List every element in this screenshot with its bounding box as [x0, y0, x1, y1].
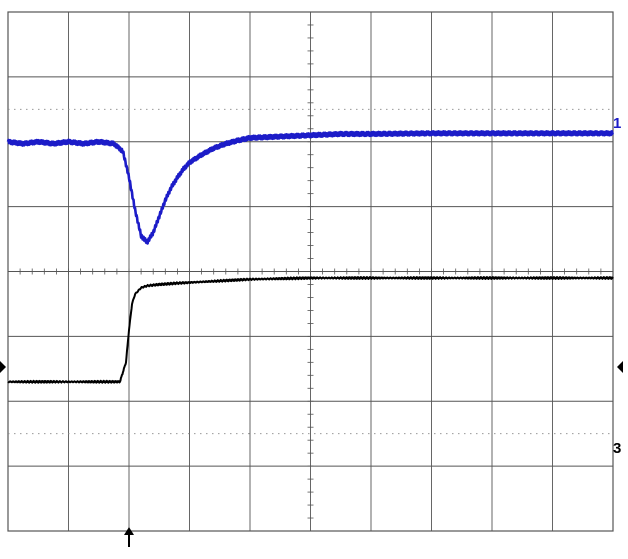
channel-3-label: 3 — [613, 440, 621, 457]
channel-1-label: 1 — [613, 115, 621, 132]
right-ground-marker-icon — [617, 361, 623, 373]
traces — [6, 130, 614, 384]
series-1-trace — [6, 130, 614, 245]
grid — [7, 11, 614, 532]
series-3-trace — [7, 276, 614, 384]
left-ground-marker-icon — [0, 361, 6, 373]
trigger-arrow-icon — [124, 527, 134, 547]
